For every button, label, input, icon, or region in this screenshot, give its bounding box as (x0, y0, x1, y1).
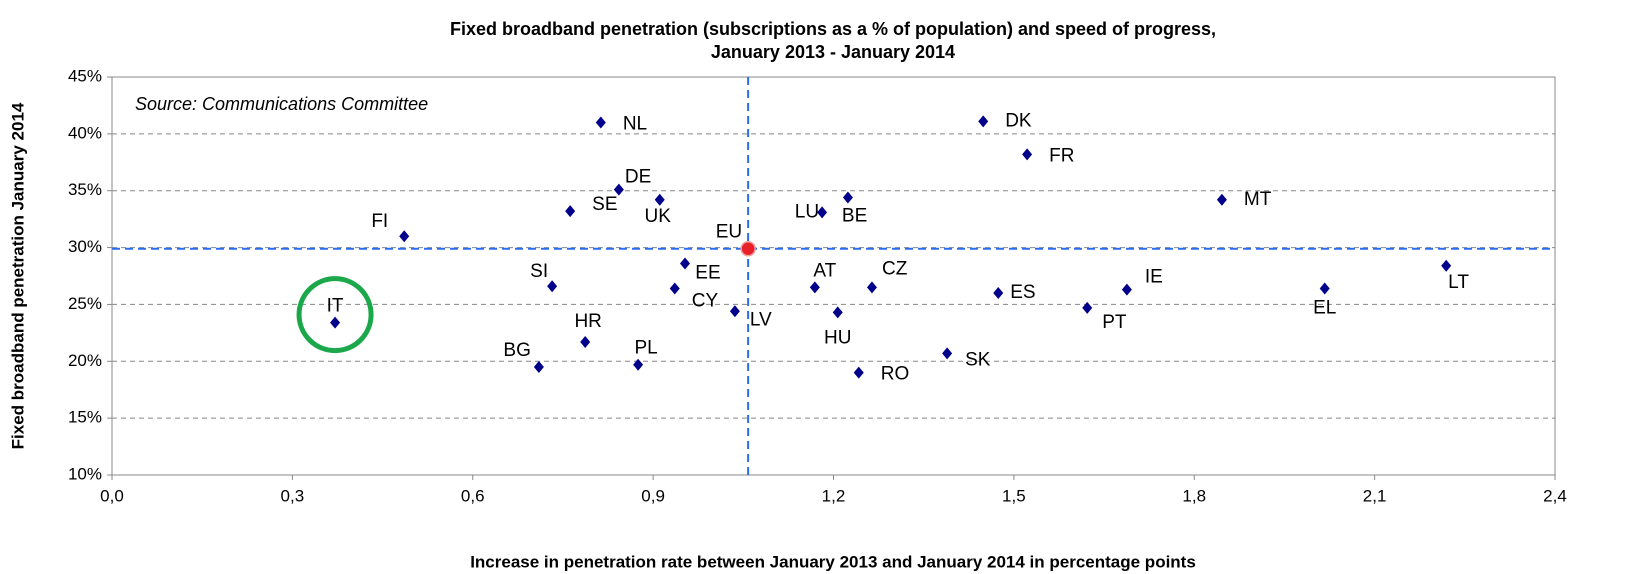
point-label: EE (695, 263, 720, 284)
y-tick-label: 45% (68, 66, 102, 85)
point (533, 360, 544, 373)
point-label: DE (625, 167, 651, 188)
point-label: PT (1102, 312, 1127, 333)
y-tick-label: 20% (68, 351, 102, 370)
point-label: EU (716, 222, 742, 243)
point (729, 305, 740, 318)
point (817, 206, 828, 219)
annotation: Source: Communications Committee (135, 94, 428, 114)
point-label: RO (881, 364, 910, 385)
point-label: DK (1005, 110, 1032, 131)
y-tick-label: 40% (68, 123, 102, 142)
point (565, 205, 576, 218)
y-tick-label: 25% (68, 294, 102, 313)
x-tick-label: 0,3 (281, 486, 305, 505)
point (1216, 193, 1227, 206)
plot-frame (111, 76, 1556, 476)
point (633, 358, 644, 371)
y-tick-label: 30% (68, 237, 102, 256)
y-axis-label: Fixed broadband penetration January 2014 (8, 102, 27, 449)
point (1082, 301, 1093, 314)
point (1022, 148, 1033, 161)
chart-title: January 2013 - January 2014 (711, 42, 955, 62)
point (330, 316, 341, 329)
point-label: BG (503, 340, 530, 361)
point-label: LU (795, 201, 819, 222)
point-label: LV (750, 309, 772, 330)
point (832, 306, 843, 319)
point (993, 287, 1004, 300)
point (1319, 282, 1330, 295)
x-axis-label: Increase in penetration rate between Jan… (470, 552, 1196, 571)
point-label: BE (842, 206, 867, 227)
chart-title: Fixed broadband penetration (subscriptio… (450, 19, 1216, 39)
x-tick-label: 0,0 (100, 486, 124, 505)
y-tick-label: 10% (68, 464, 102, 483)
point-label: FI (371, 211, 388, 232)
point (740, 240, 756, 257)
point (399, 230, 410, 243)
highlight-circle (296, 276, 374, 354)
point (842, 191, 853, 204)
point-label: HR (574, 311, 601, 332)
point-label: CZ (882, 258, 908, 279)
point (942, 347, 953, 360)
point (613, 183, 624, 196)
point-label: IT (327, 296, 344, 317)
point-label: AT (813, 260, 836, 281)
point (669, 282, 680, 295)
point (595, 116, 606, 129)
point (809, 281, 820, 294)
point-label: FR (1049, 145, 1074, 166)
y-tick-label: 15% (68, 408, 102, 427)
y-tick-label: 35% (68, 180, 102, 199)
x-tick-label: 0,6 (461, 486, 485, 505)
point-label: SE (592, 194, 617, 215)
point (654, 193, 665, 206)
point-label: IE (1145, 267, 1163, 288)
point (978, 115, 989, 128)
point-label: PL (634, 338, 657, 359)
point (679, 257, 690, 270)
point-label: HU (824, 327, 851, 348)
x-tick-label: 1,5 (1002, 486, 1026, 505)
point (1121, 283, 1132, 296)
point-label: EL (1313, 298, 1336, 319)
x-tick-label: 1,2 (822, 486, 846, 505)
point (580, 335, 591, 348)
point (866, 281, 877, 294)
point (547, 280, 558, 293)
x-tick-label: 0,9 (641, 486, 665, 505)
point-label: LT (1448, 272, 1469, 293)
point (853, 366, 864, 379)
point-label: SI (530, 261, 548, 282)
x-tick-label: 1,8 (1182, 486, 1206, 505)
point-label: MT (1244, 189, 1272, 210)
point-label: CY (692, 291, 719, 312)
point (1441, 259, 1452, 272)
point-label: NL (623, 114, 647, 135)
x-tick-label: 2,4 (1543, 486, 1567, 505)
point-label: ES (1010, 282, 1035, 303)
point-label: UK (645, 206, 672, 227)
point-label: SK (965, 349, 991, 370)
x-tick-label: 2,1 (1363, 486, 1387, 505)
